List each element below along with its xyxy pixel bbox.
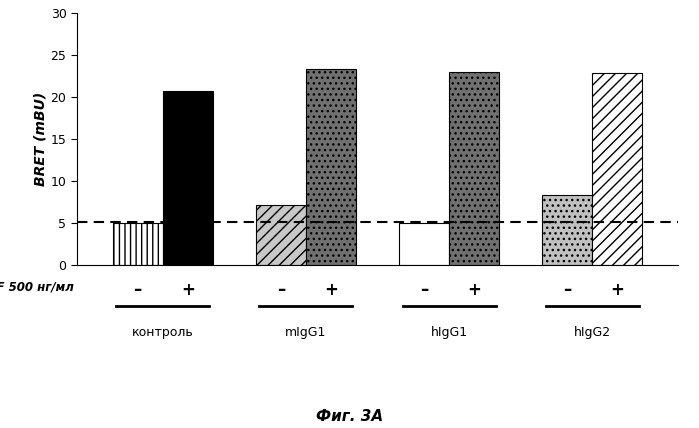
- Text: hIgG1: hIgG1: [431, 326, 468, 339]
- Text: +: +: [467, 280, 481, 298]
- Text: –: –: [420, 280, 428, 298]
- Bar: [113, 223, 163, 265]
- Text: Фиг. 3А: Фиг. 3А: [316, 409, 383, 424]
- Text: –: –: [277, 280, 285, 298]
- Bar: [306, 69, 356, 265]
- Y-axis label: BRET (mBU): BRET (mBU): [34, 92, 48, 186]
- Text: –: –: [134, 280, 142, 298]
- Text: +: +: [324, 280, 338, 298]
- Text: HGF 500 нг/мл: HGF 500 нг/мл: [0, 280, 74, 294]
- Bar: [542, 196, 592, 265]
- Bar: [449, 72, 499, 265]
- Bar: [163, 91, 213, 265]
- Bar: [592, 74, 642, 265]
- Bar: [256, 205, 306, 265]
- Text: hIgG2: hIgG2: [574, 326, 611, 339]
- Text: +: +: [181, 280, 195, 298]
- Bar: [399, 223, 449, 265]
- Text: –: –: [563, 280, 571, 298]
- Text: +: +: [610, 280, 624, 298]
- Text: контроль: контроль: [132, 326, 194, 339]
- Text: mIgG1: mIgG1: [285, 326, 326, 339]
